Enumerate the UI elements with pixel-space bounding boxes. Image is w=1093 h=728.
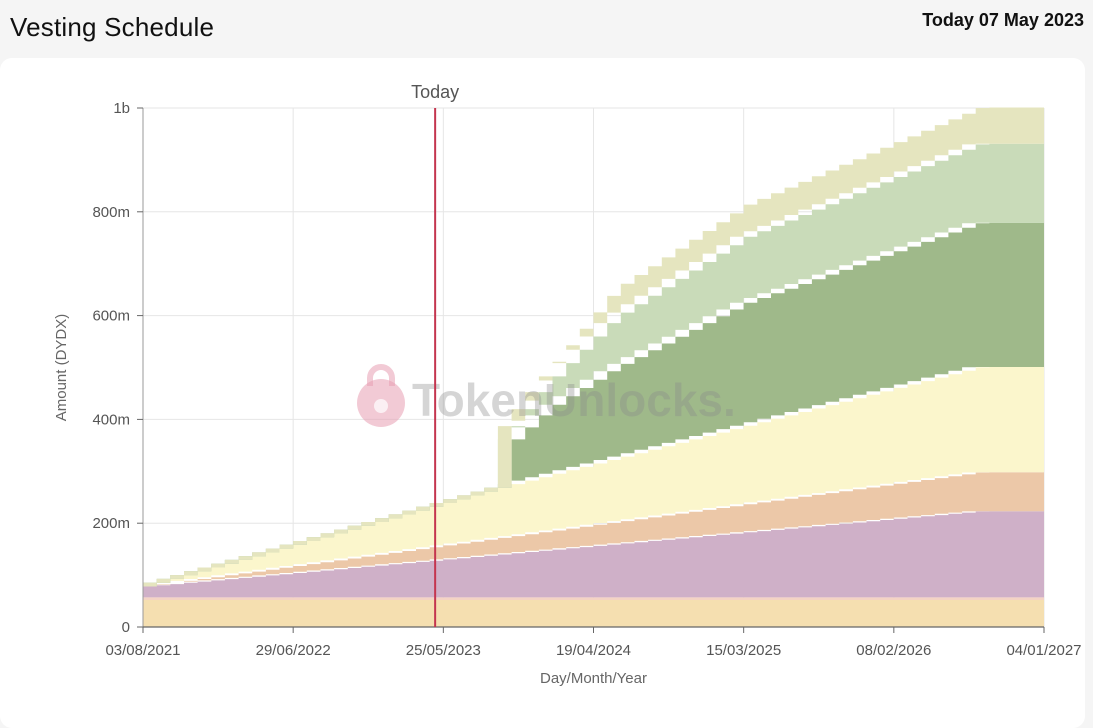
area-series-2[interactable] [143,597,1044,600]
axes: 0 200m 400m 600m 800m 1b 03/08/2021 29/06/2022 2… [92,100,1081,659]
y-tick-label: 600m [92,308,130,325]
y-tick-label: 400m [92,411,130,428]
chart-card: TokenUnlocks. 0 200m 400m 600m 800m 1b 03/08/2… [0,58,1085,728]
area-series-4[interactable] [143,472,1044,587]
y-tick-label: 0 [122,619,130,636]
today-label: Today [411,82,459,102]
area-series-5[interactable] [143,367,1044,587]
page-title: Vesting Schedule [10,12,215,42]
lock-logo-icon [357,364,405,427]
watermark: TokenUnlocks. [357,364,736,427]
x-tick-label: 25/05/2023 [406,642,481,659]
x-tick-label: 04/01/2027 [1006,642,1081,659]
today-date-label: Today 07 May 2023 [922,10,1084,30]
watermark-text: TokenUnlocks. [412,374,736,426]
x-tick-label: 03/08/2021 [105,642,180,659]
area-series-1[interactable] [143,600,1044,627]
area-series-6[interactable] [143,222,1044,587]
today-marker: Today [411,82,459,627]
x-tick-label: 15/03/2025 [706,642,781,659]
y-tick-label: 200m [92,515,130,532]
x-tick-label: 29/06/2022 [256,642,331,659]
x-tick-label: 19/04/2024 [556,642,631,659]
y-tick-label: 1b [113,100,130,117]
y-axis-title: Amount (DYDX) [53,314,70,422]
vesting-chart[interactable]: TokenUnlocks. 0 200m 400m 600m 800m 1b 03/08/2… [0,58,1085,718]
x-tick-label: 08/02/2026 [856,642,931,659]
x-axis-title: Day/Month/Year [540,670,647,687]
y-tick-label: 800m [92,204,130,221]
area-series-7[interactable] [143,143,1044,587]
stacked-areas[interactable] [143,107,1044,628]
area-series-3[interactable] [143,511,1044,598]
